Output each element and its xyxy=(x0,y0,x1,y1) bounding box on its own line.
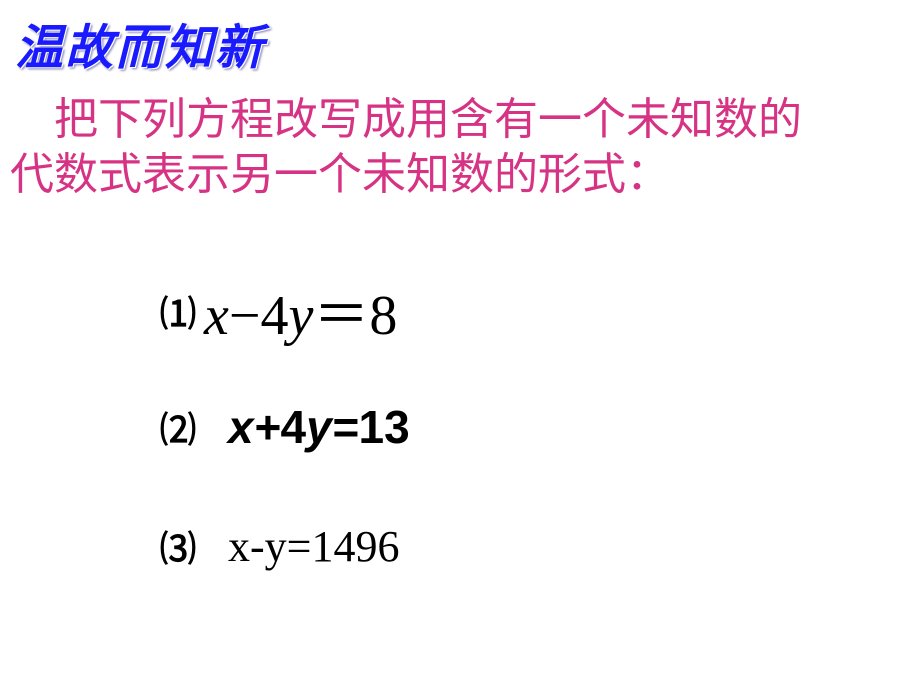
instruction-line2: 代数式表示另一个未知数的形式： xyxy=(10,150,670,199)
eq1-op: − xyxy=(229,285,261,347)
eq1-var2: y xyxy=(288,285,313,347)
equation-2-label: ⑵ xyxy=(160,401,196,453)
eq1-coef: 4 xyxy=(260,285,288,347)
slide-title: 温故而知新 xyxy=(15,8,265,78)
eq3-text: x-y=1496 xyxy=(228,522,399,571)
eq2-rhs: 13 xyxy=(359,401,410,453)
eq1-var1: x xyxy=(204,285,229,347)
instruction-line1: 把下列方程改写成用含有一个未知数的 xyxy=(10,95,802,144)
equation-1-math: x−4y＝8 xyxy=(204,270,397,351)
instruction-text: 把下列方程改写成用含有一个未知数的 代数式表示另一个未知数的形式： xyxy=(10,92,910,202)
eq2-before: x+ xyxy=(228,401,280,453)
eq2-after: y= xyxy=(306,401,358,453)
equation-1: ⑴ x−4y＝8 xyxy=(160,270,397,351)
equation-3: ⑶ x-y=1496 xyxy=(160,520,399,572)
equation-1-label: ⑴ xyxy=(160,285,196,337)
equation-2-math: x+4y=13 xyxy=(228,400,410,454)
eq1-rhs: 8 xyxy=(369,285,397,347)
eq2-coef: 4 xyxy=(280,401,306,453)
equation-3-math: x-y=1496 xyxy=(228,521,399,572)
eq1-eq: ＝ xyxy=(313,285,369,347)
equation-2: ⑵ x+4y=13 xyxy=(160,400,410,454)
equation-3-label: ⑶ xyxy=(160,520,196,572)
